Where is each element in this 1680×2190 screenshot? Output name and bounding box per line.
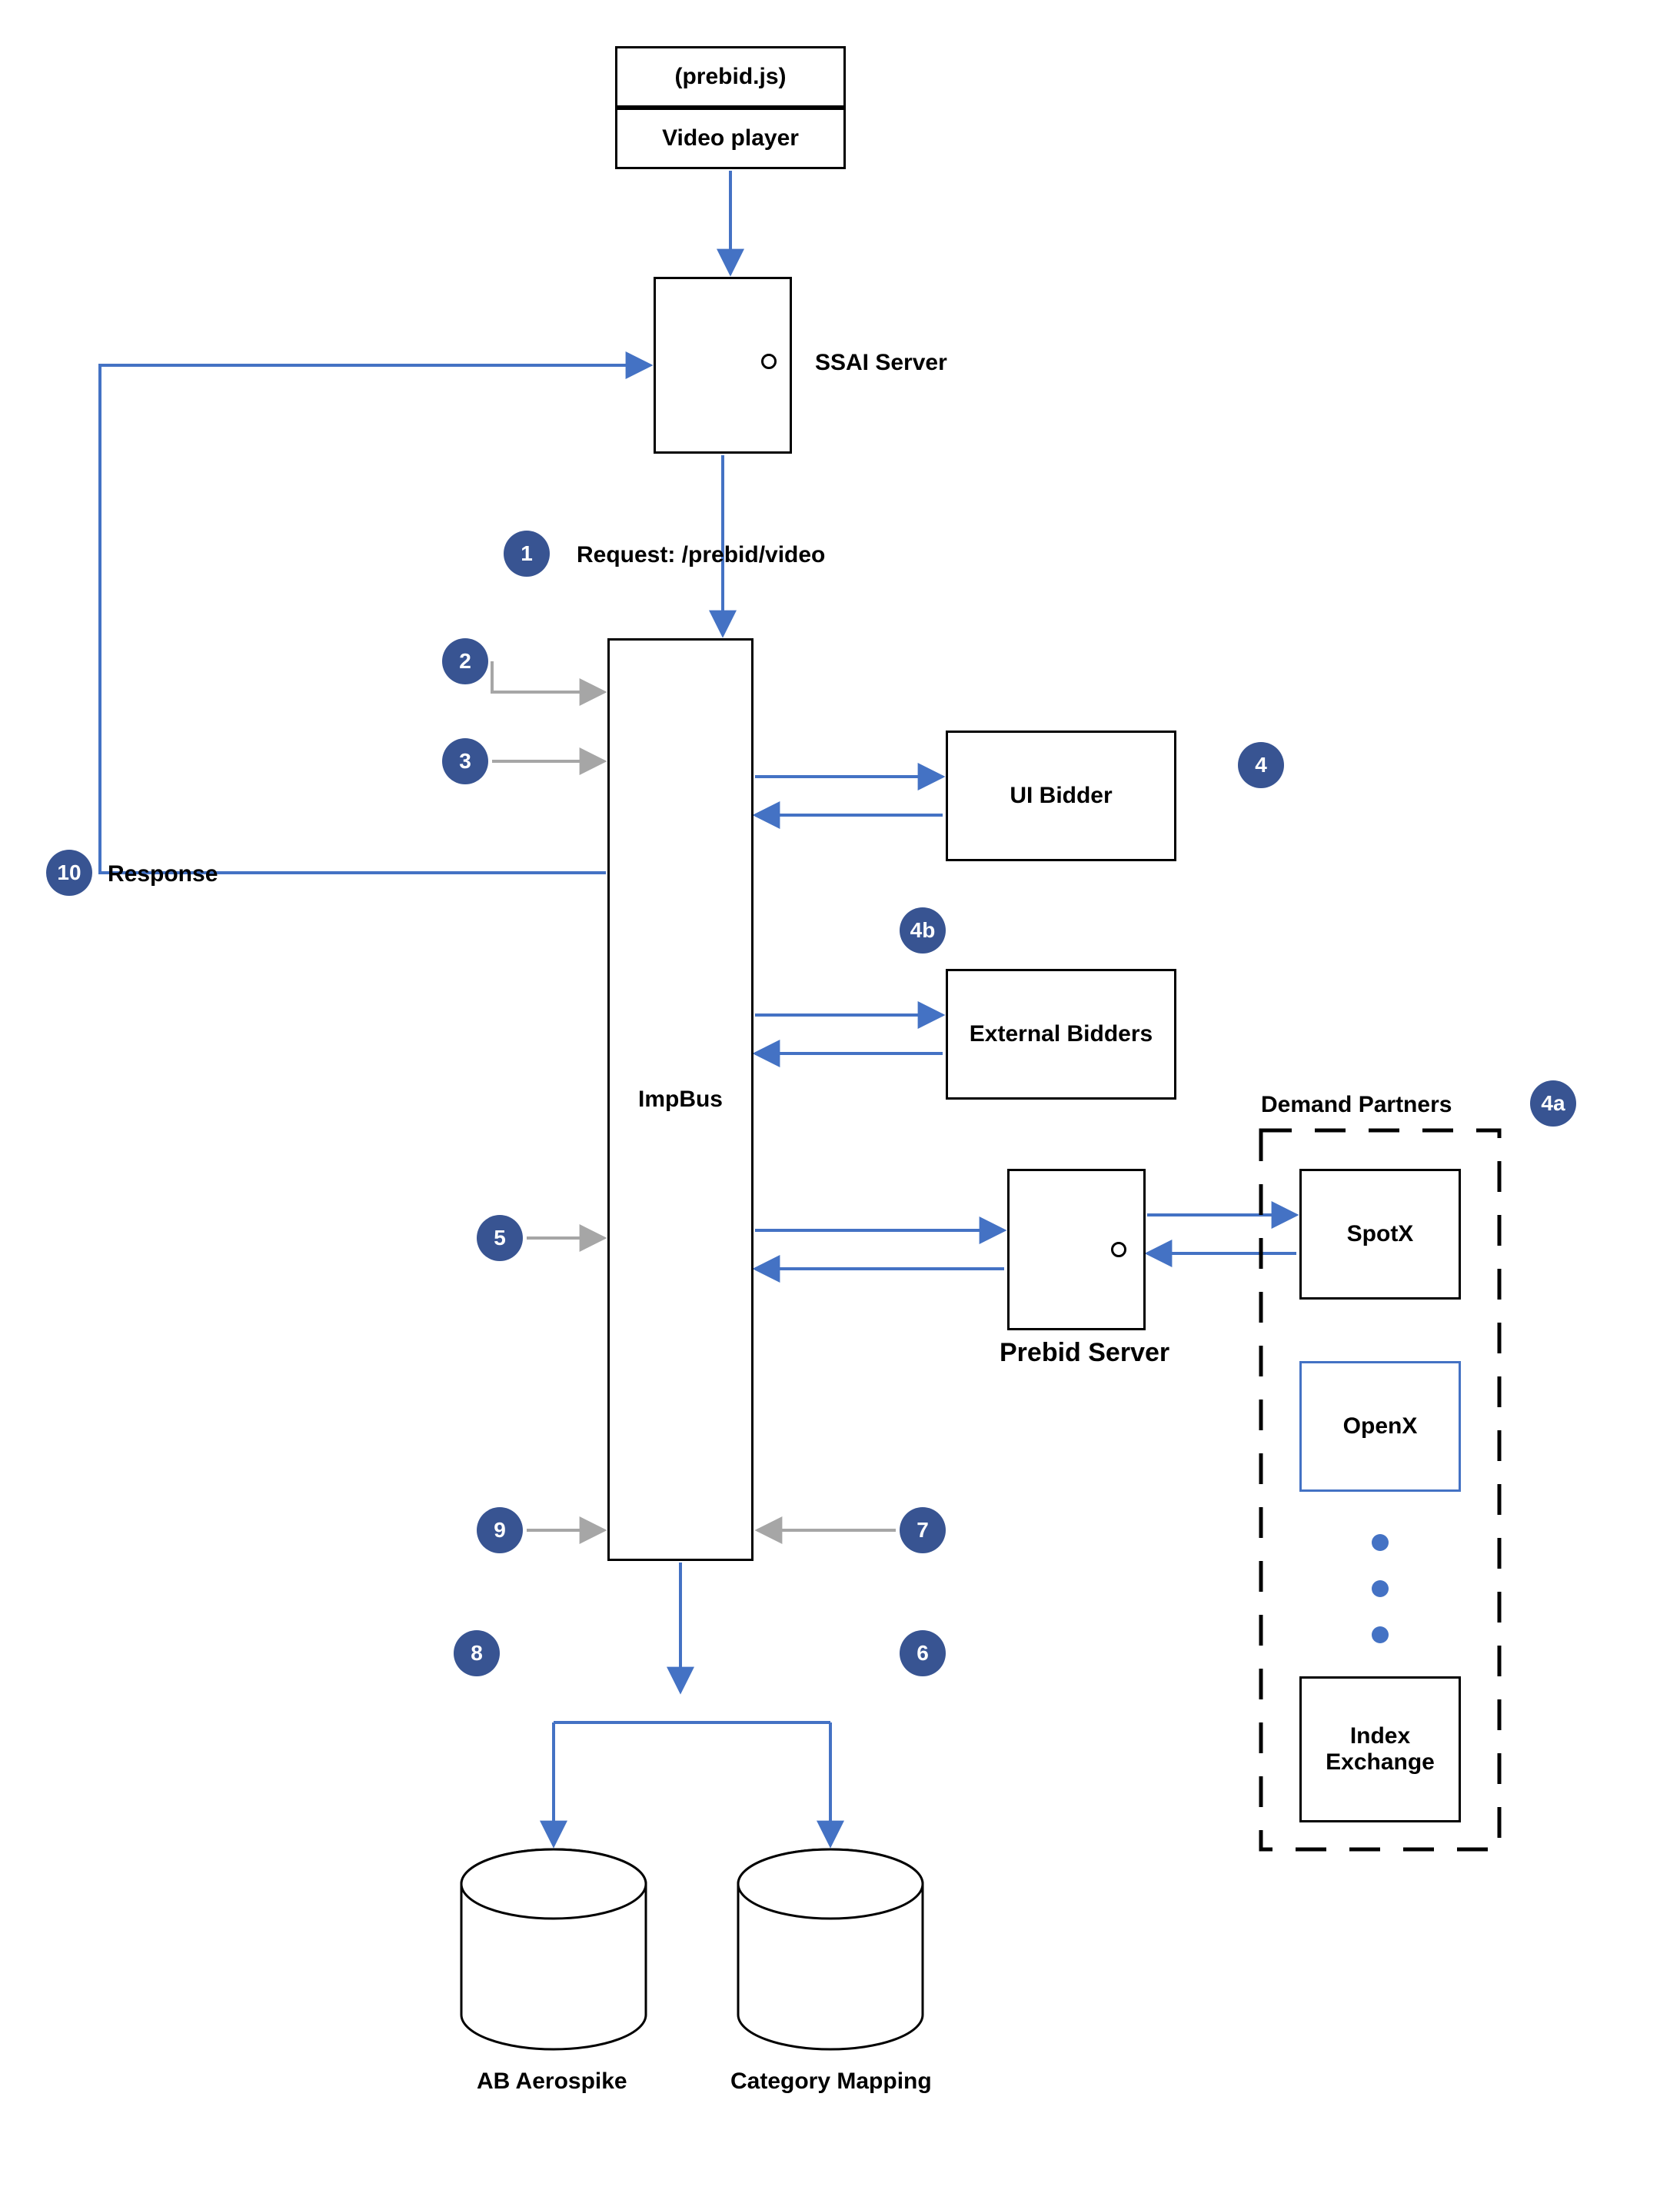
category-mapping-label: Category Mapping — [730, 2069, 932, 2095]
ellipsis-dot-icon — [1372, 1580, 1389, 1597]
badge-9: 9 — [477, 1507, 523, 1553]
badge-3-text: 3 — [459, 749, 471, 774]
badge-9-text: 9 — [494, 1518, 506, 1543]
ssai-server-label: SSAI Server — [815, 350, 947, 376]
prebid-js-label: (prebid.js) — [674, 64, 786, 90]
ellipsis-dot-icon — [1372, 1534, 1389, 1551]
ellipsis-dot-icon — [1372, 1626, 1389, 1643]
badge-6: 6 — [900, 1630, 946, 1676]
badge-4b: 4b — [900, 907, 946, 954]
ui-bidder-label: UI Bidder — [1010, 783, 1112, 809]
badge-4a-text: 4a — [1541, 1091, 1565, 1116]
badge-10: 10 — [46, 850, 92, 896]
request-label: Request: /prebid/video — [577, 542, 825, 568]
prebid-js-box: (prebid.js) — [615, 46, 846, 108]
ab-aerospike-label: AB Aerospike — [477, 2069, 627, 2095]
spotx-box: SpotX — [1299, 1169, 1461, 1300]
badge-6-text: 6 — [917, 1641, 929, 1666]
prebid-server-dot-icon — [1111, 1242, 1126, 1257]
badge-1-text: 1 — [521, 541, 533, 566]
openx-box: OpenX — [1299, 1361, 1461, 1492]
badge-2-text: 2 — [459, 649, 471, 674]
openx-label: OpenX — [1343, 1413, 1418, 1439]
ssai-server-dot-icon — [761, 354, 777, 369]
badge-4a: 4a — [1530, 1080, 1576, 1127]
badge-3: 3 — [442, 738, 488, 784]
video-player-label: Video player — [662, 125, 799, 151]
badge-1: 1 — [504, 531, 550, 577]
badge-5-text: 5 — [494, 1226, 506, 1250]
external-bidders-label: External Bidders — [970, 1021, 1153, 1047]
ui-bidder-box: UI Bidder — [946, 731, 1176, 861]
impbus-label: ImpBus — [638, 1087, 723, 1113]
badge-4: 4 — [1238, 742, 1284, 788]
external-bidders-box: External Bidders — [946, 969, 1176, 1100]
badge-4-text: 4 — [1255, 753, 1267, 777]
badge-7-text: 7 — [917, 1518, 929, 1543]
prebid-server-label: Prebid Server — [1000, 1338, 1169, 1368]
spotx-label: SpotX — [1347, 1221, 1414, 1247]
badge-8: 8 — [454, 1630, 500, 1676]
index-exchange-box: Index Exchange — [1299, 1676, 1461, 1822]
response-label: Response — [108, 861, 218, 887]
badge-5: 5 — [477, 1215, 523, 1261]
badge-8-text: 8 — [471, 1641, 483, 1666]
diagram-canvas: (prebid.js) Video player SSAI Server Req… — [0, 0, 1680, 2190]
index-exchange-label: Index Exchange — [1326, 1723, 1435, 1776]
badge-2: 2 — [442, 638, 488, 684]
video-player-box: Video player — [615, 108, 846, 169]
badge-10-text: 10 — [57, 860, 81, 885]
badge-7: 7 — [900, 1507, 946, 1553]
impbus-box: ImpBus — [607, 638, 754, 1561]
badge-4b-text: 4b — [910, 918, 936, 943]
demand-partners-label: Demand Partners — [1261, 1092, 1452, 1118]
